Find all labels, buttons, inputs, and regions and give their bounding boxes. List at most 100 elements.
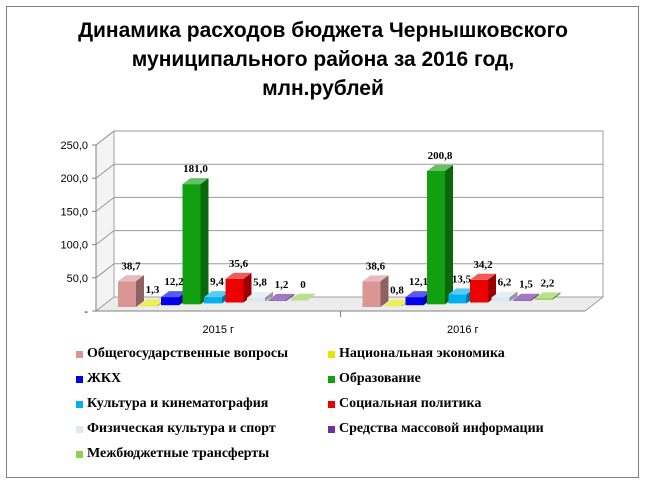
data-labels: 38,7 1,3 12,2 181,0 9,4 35,6 5,8 1,2 0 38,6 0,8 12,… [121, 150, 555, 297]
bar-side [200, 178, 209, 305]
bar-front [448, 294, 467, 304]
bar-top [513, 293, 539, 300]
bar [225, 272, 252, 303]
bar-top [427, 164, 453, 171]
bar-top [182, 178, 209, 185]
data-label: 1,2 [275, 279, 289, 291]
bar-top [161, 291, 187, 298]
bar [182, 178, 209, 305]
axes: - 50,0 100,0 150,0 200,0 250,0 2015 г 2016 г [60, 140, 585, 336]
bar [247, 291, 273, 302]
x-tick-label: 2016 г [447, 324, 479, 336]
legend-item: Социальная политика [328, 396, 481, 412]
legend-item: Межбюджетные трансферты [76, 446, 269, 462]
bar-front [268, 299, 287, 301]
bar-front [118, 281, 136, 307]
bar-front [534, 298, 553, 300]
y-tick-label: 250,0 [60, 140, 88, 152]
gridlines [94, 129, 605, 313]
bar-top [448, 288, 475, 295]
bar-side [243, 272, 252, 303]
legend-label: Средства массовой информации [339, 421, 544, 436]
legend-label: ЖКХ [87, 371, 122, 386]
x-tick-label: 2015 г [202, 324, 234, 336]
data-label: 38,7 [121, 260, 141, 272]
data-label: 12,1 [409, 276, 428, 288]
data-label: 6,2 [498, 276, 512, 288]
bar [491, 291, 518, 302]
bar-front [427, 170, 445, 305]
data-label: 1,3 [146, 284, 160, 296]
bar-front [513, 299, 531, 301]
bar-side [531, 293, 539, 301]
bar-front [290, 299, 308, 301]
data-label: 181,0 [183, 163, 208, 175]
chart-title-line-2: муниципального района за 2016 год, [131, 48, 515, 71]
bar [513, 293, 539, 301]
bar-front [161, 297, 179, 306]
data-label: 34,2 [473, 259, 493, 271]
bar-side [552, 292, 561, 300]
gridline [95, 130, 603, 146]
bar-front [139, 305, 158, 307]
bar-top [362, 275, 389, 282]
bar-top [204, 291, 230, 298]
data-label: 38,6 [366, 260, 386, 272]
y-tick-label: - [84, 306, 88, 318]
bar-front [384, 305, 402, 307]
bar-top [225, 272, 252, 279]
data-label: 200,8 [428, 150, 453, 162]
bars [118, 164, 561, 307]
legend-label: Общегосударственные вопросы [87, 346, 289, 361]
legend-label: Национальная экономика [339, 346, 505, 361]
bar [470, 273, 496, 303]
bar-side [509, 291, 518, 302]
legend-label: Социальная политика [339, 396, 482, 411]
data-label: 0,8 [390, 285, 404, 297]
legend-item: Физическая культура и спорт [76, 421, 276, 437]
legend-label: Образование [339, 371, 421, 386]
legend-swatch [328, 375, 335, 383]
chart-side-wall [95, 129, 115, 313]
legend-swatch [76, 400, 83, 408]
y-tick-label: 150,0 [60, 206, 88, 218]
legend-swatch [328, 425, 335, 433]
chart-title-line-1: Динамика расходов бюджета Чернышковского [78, 19, 568, 42]
y-tick-label: 200,0 [60, 173, 88, 185]
y-tick-label: 50,0 [67, 273, 88, 285]
legend-item: Образование [328, 371, 421, 387]
bar-top [139, 299, 166, 306]
legend-item: ЖКХ [76, 371, 121, 387]
data-label: 0 [300, 279, 306, 291]
y-tick-label: 100,0 [60, 240, 88, 252]
bar-top [247, 291, 273, 298]
gridline [95, 163, 603, 179]
bar-front [225, 278, 244, 303]
bar-top [290, 293, 316, 300]
legend-item: Национальная экономика [328, 346, 505, 362]
bar-top [491, 291, 518, 298]
bar-front [247, 297, 265, 302]
data-label: 2,2 [541, 277, 555, 289]
bar-side [445, 164, 453, 305]
bar-top [268, 293, 295, 300]
legend-swatch [76, 450, 83, 458]
bar-side [380, 275, 389, 307]
legend-item: Культура и кинематография [76, 396, 268, 412]
bar-front [491, 297, 510, 302]
legend-item: Общегосударственные вопросы [76, 346, 288, 362]
bar-top [534, 292, 561, 299]
bar [362, 275, 389, 307]
bar-top [384, 299, 410, 306]
legend-swatch [76, 425, 83, 433]
bar [268, 293, 295, 301]
bar-side [265, 291, 273, 302]
data-label: 35,6 [229, 258, 249, 270]
legend-swatch [76, 375, 83, 383]
legend-label: Межбюджетные трансферты [87, 446, 270, 461]
data-label: 13,5 [452, 273, 472, 285]
bar [427, 164, 453, 305]
bar [534, 292, 561, 300]
data-label: 9,4 [210, 276, 224, 288]
legend-item: Средства массовой информации [328, 421, 544, 437]
